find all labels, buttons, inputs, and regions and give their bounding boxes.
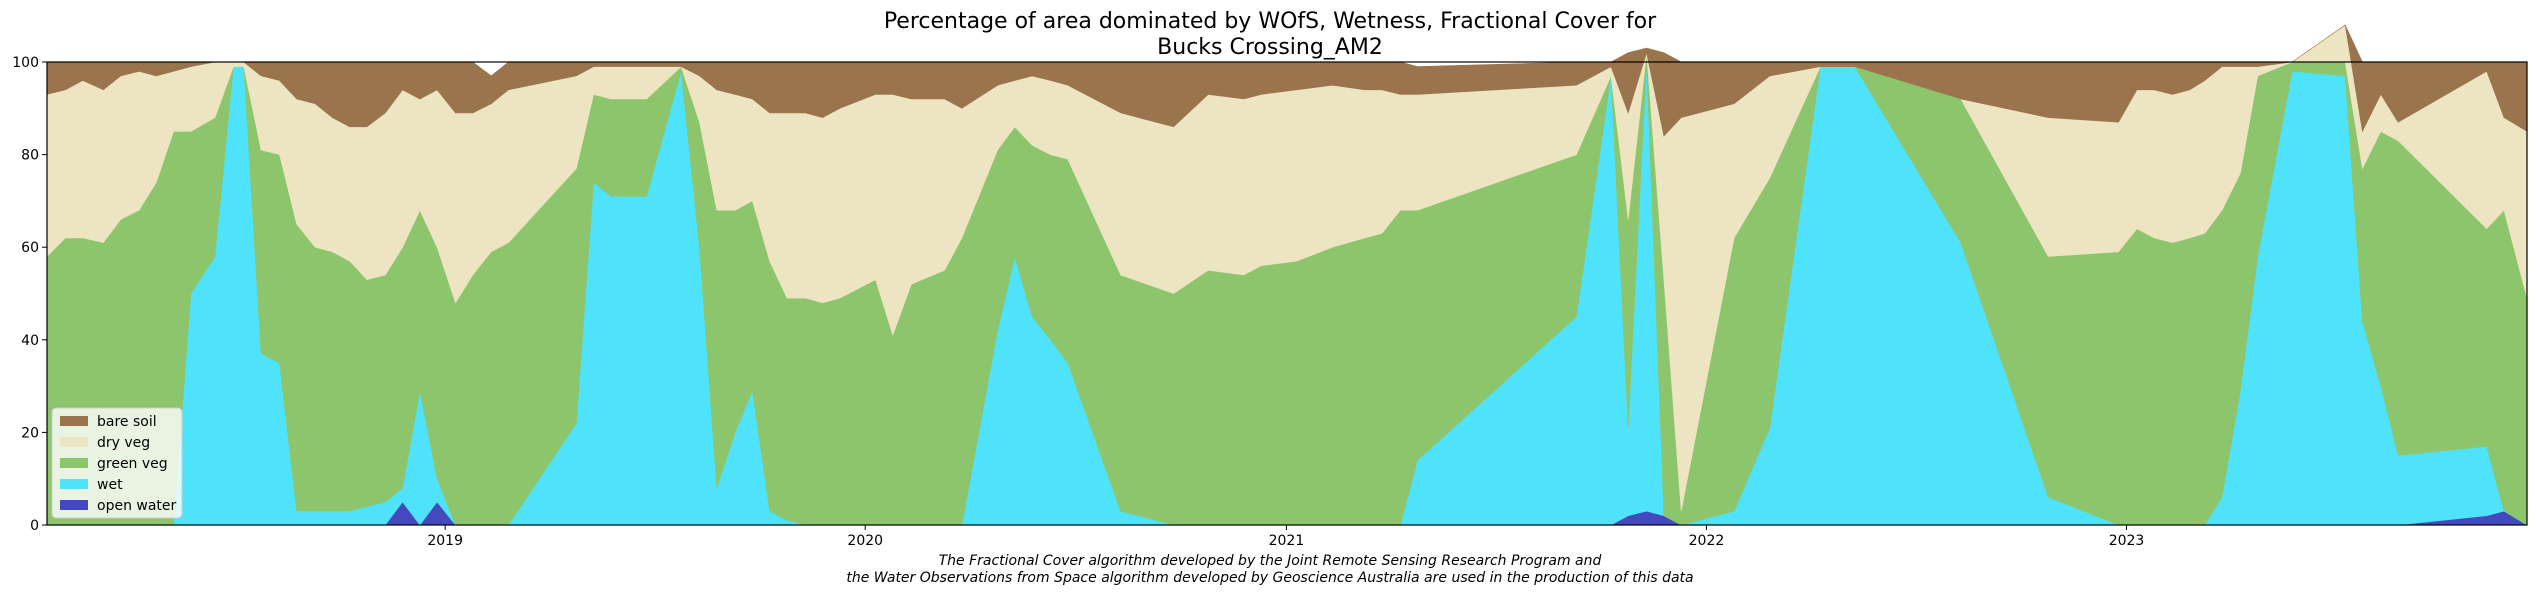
caption-line2: the Water Observations from Space algori… <box>846 570 1693 586</box>
y-tick-label: 20 <box>21 425 39 441</box>
x-tick-label: 2020 <box>847 533 883 549</box>
legend-swatch-open-water <box>60 500 88 510</box>
legend-label-green-veg: green veg <box>97 456 168 472</box>
plot-areas <box>46 24 2529 526</box>
x-tick-label: 2022 <box>1689 533 1725 549</box>
legend: bare soil dry veg green veg wet open water <box>51 407 183 519</box>
legend-label-dry-veg: dry veg <box>97 435 150 451</box>
y-tick-label: 80 <box>21 148 39 164</box>
y-tick-label: 40 <box>21 333 39 349</box>
legend-label-wet: wet <box>97 477 123 493</box>
legend-label-open-water: open water <box>97 498 177 514</box>
legend-frame <box>51 407 183 519</box>
legend-swatch-green-veg <box>60 458 88 468</box>
plot-frame <box>46 61 2528 526</box>
caption-line1: The Fractional Cover algorithm developed… <box>939 553 1602 569</box>
x-tick-label: 2023 <box>2109 533 2145 549</box>
y-tick-label: 60 <box>21 240 39 256</box>
x-tick-label: 2019 <box>427 533 463 549</box>
axes: 0 20 40 60 80 100 2019 2020 2021 2022 2023 <box>12 55 2528 549</box>
legend-swatch-bare-soil <box>60 416 88 426</box>
x-tick-label: 2021 <box>1269 533 1305 549</box>
chart-title-line1: Percentage of area dominated by WOfS, We… <box>884 9 1657 34</box>
y-tick-label: 100 <box>12 55 39 71</box>
legend-swatch-wet <box>60 479 88 489</box>
legend-label-bare-soil: bare soil <box>97 414 157 430</box>
y-tick-label: 0 <box>30 518 39 534</box>
legend-swatch-dry-veg <box>60 437 88 447</box>
chart-title-line2: Bucks Crossing_AM2 <box>1157 35 1383 60</box>
